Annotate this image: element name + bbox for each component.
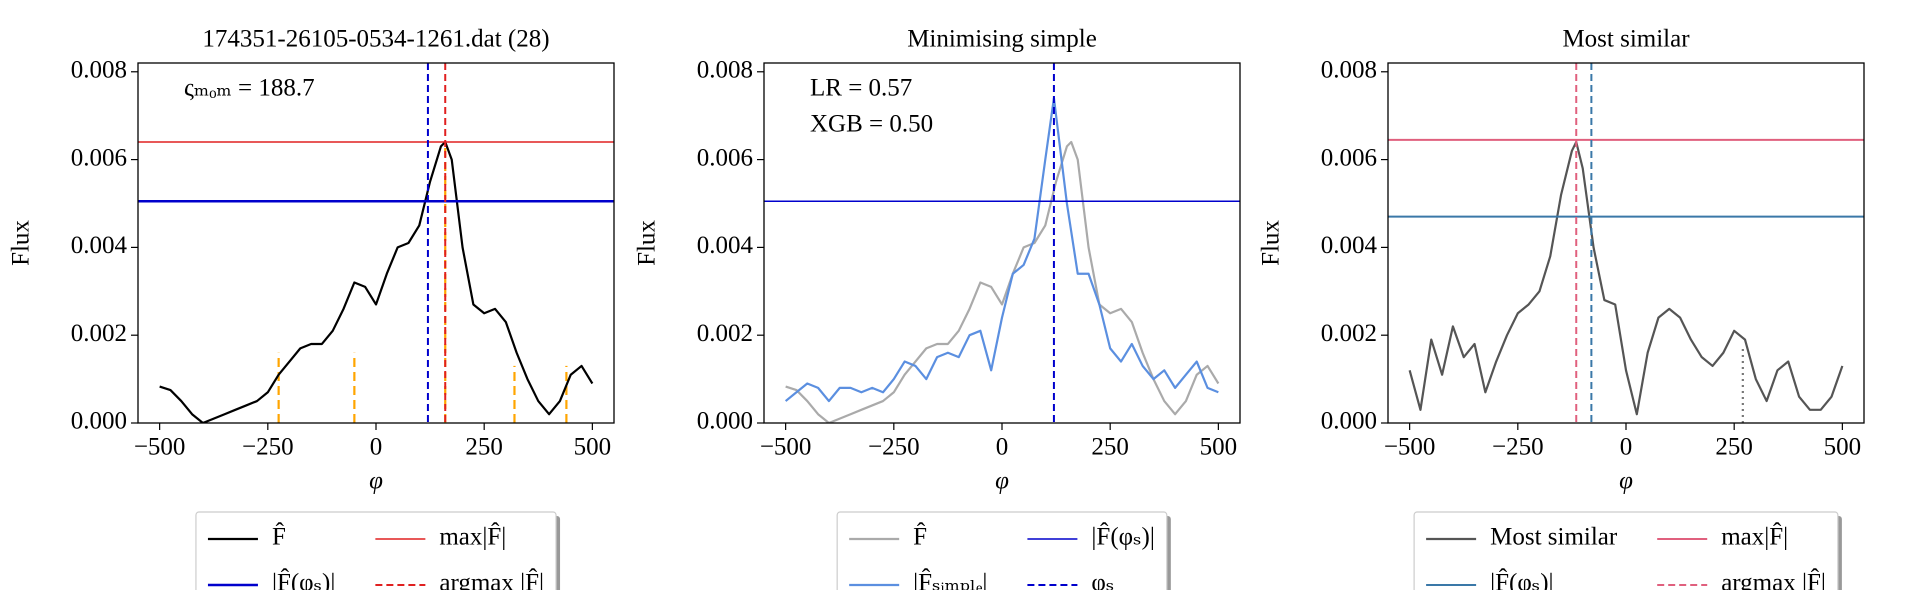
legend-label: |F̂(φₛ)| bbox=[1490, 568, 1553, 590]
x-axis-label: φ bbox=[369, 468, 383, 495]
y-tick-label: 0.008 bbox=[71, 57, 127, 84]
x-tick-label: −500 bbox=[1384, 434, 1436, 461]
legend-label: |F̂ₛᵢₘₚₗₑ| bbox=[913, 568, 987, 590]
y-axis-label: Flux bbox=[8, 220, 35, 266]
legend-label: max|F̂| bbox=[439, 522, 506, 551]
legend-box bbox=[195, 511, 557, 590]
legend-box bbox=[1413, 511, 1839, 590]
legend-label: |F̂(φₛ)| bbox=[1091, 522, 1154, 551]
x-tick-label: −250 bbox=[242, 434, 294, 461]
annotation: ςₘₒₘ = 188.7 bbox=[184, 75, 315, 102]
legend-label: F̂ bbox=[272, 522, 286, 551]
annotation: XGB = 0.50 bbox=[810, 111, 933, 138]
x-axis-label: φ bbox=[1619, 468, 1633, 495]
legend-label: argmax |F̂| bbox=[439, 568, 544, 590]
data-line bbox=[159, 140, 594, 423]
legend-label: Most similar bbox=[1490, 524, 1618, 551]
x-tick-label: 0 bbox=[1620, 434, 1633, 461]
y-tick-label: 0.008 bbox=[1321, 57, 1377, 84]
x-tick-label: 250 bbox=[1715, 434, 1753, 461]
plot-area bbox=[764, 63, 1240, 423]
legend-label: φₛ bbox=[1091, 570, 1114, 590]
chart-title: 174351-26105-0534-1261.dat (28) bbox=[202, 26, 549, 53]
data-line bbox=[785, 140, 1220, 423]
x-tick-label: 0 bbox=[996, 434, 1009, 461]
chart-title: Most similar bbox=[1562, 26, 1690, 53]
y-tick-label: 0.002 bbox=[1321, 320, 1377, 347]
x-tick-label: 250 bbox=[465, 434, 503, 461]
x-tick-label: −250 bbox=[1492, 434, 1544, 461]
legend-label: F̂ bbox=[913, 522, 927, 551]
legend-label: max|F̂| bbox=[1721, 522, 1788, 551]
annotation: LR = 0.57 bbox=[810, 75, 912, 102]
subplot: −500 −250 0 250 500 0.000 0.002 0.004 0.006 0.008… bbox=[8, 26, 615, 495]
data-line bbox=[1408, 140, 1844, 416]
x-tick-label: 500 bbox=[1824, 434, 1862, 461]
y-tick-label: 0.006 bbox=[697, 144, 753, 171]
y-tick-label: 0.002 bbox=[697, 320, 753, 347]
legend: Most similar |F̂(φₛ)| max|F̂| argmax |F̂| bbox=[1413, 511, 1842, 590]
x-tick-label: 500 bbox=[1200, 434, 1238, 461]
y-tick-label: 0.006 bbox=[71, 144, 127, 171]
x-tick-label: −500 bbox=[760, 434, 812, 461]
y-tick-label: 0.002 bbox=[71, 320, 127, 347]
x-tick-label: 0 bbox=[370, 434, 383, 461]
data-line bbox=[784, 97, 1219, 403]
plot-area bbox=[1388, 63, 1864, 423]
y-axis-label: Flux bbox=[634, 220, 661, 266]
subplot: −500 −250 0 250 500 0.000 0.002 0.004 0.006 0.008… bbox=[1258, 26, 1865, 495]
x-axis-label: φ bbox=[995, 468, 1009, 495]
legend: F̂ |F̂(φₛ)| max|F̂| argmax |F̂| bbox=[195, 511, 561, 590]
y-tick-label: 0.004 bbox=[697, 232, 754, 259]
axes-frame bbox=[137, 62, 615, 424]
legend-box bbox=[836, 511, 1168, 590]
subplot: −500 −250 0 250 500 0.000 0.002 0.004 0.006 0.008… bbox=[634, 26, 1241, 495]
y-tick-label: 0.000 bbox=[697, 408, 753, 435]
chart-title: Minimising simple bbox=[907, 26, 1097, 53]
y-axis-label: Flux bbox=[1258, 220, 1285, 266]
axes-frame bbox=[1387, 62, 1865, 424]
y-tick-label: 0.000 bbox=[71, 408, 127, 435]
plot-area bbox=[138, 63, 614, 423]
x-tick-label: 250 bbox=[1091, 434, 1129, 461]
axes-frame bbox=[763, 62, 1241, 424]
y-tick-label: 0.008 bbox=[697, 57, 753, 84]
y-tick-label: 0.006 bbox=[1321, 144, 1377, 171]
x-tick-label: 500 bbox=[574, 434, 612, 461]
x-tick-label: −500 bbox=[134, 434, 186, 461]
legend-label: argmax |F̂| bbox=[1721, 568, 1826, 590]
y-tick-label: 0.000 bbox=[1321, 408, 1377, 435]
legend: F̂ |F̂ₛᵢₘₚₗₑ| |F̂(φₛ)| φₛ bbox=[836, 511, 1171, 590]
y-tick-label: 0.004 bbox=[1321, 232, 1378, 259]
y-tick-label: 0.004 bbox=[71, 232, 128, 259]
x-tick-label: −250 bbox=[868, 434, 920, 461]
legend-label: |F̂(φₛ)| bbox=[272, 568, 335, 590]
